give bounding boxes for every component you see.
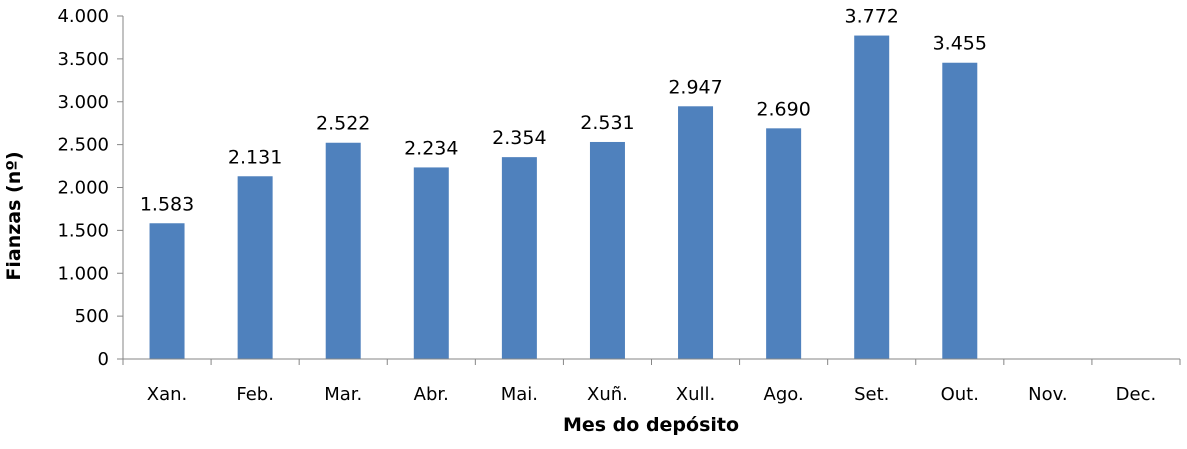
data-label-3: 2.234 xyxy=(404,137,458,159)
y-tick-label-6: 3.000 xyxy=(57,92,109,113)
x-tick-label-3: Abr. xyxy=(414,384,449,405)
y-axis-title: Fianzas (nº) xyxy=(3,151,25,280)
x-tick-label-7: Ago. xyxy=(764,384,804,405)
y-tick-label-2: 1.000 xyxy=(57,263,109,284)
data-label-5: 2.531 xyxy=(580,112,634,134)
data-label-7: 2.690 xyxy=(756,98,810,120)
x-tick-label-4: Mai. xyxy=(501,384,538,405)
x-tick-label-9: Out. xyxy=(941,384,979,405)
x-tick-label-2: Mar. xyxy=(324,384,362,405)
data-label-2: 2.522 xyxy=(316,113,370,135)
x-tick-label-8: Set. xyxy=(854,384,889,405)
bar-1 xyxy=(237,176,273,359)
x-tick-label-10: Nov. xyxy=(1028,384,1067,405)
bar-6 xyxy=(678,106,714,359)
x-tick-label-5: Xuñ. xyxy=(587,384,628,405)
bar-5 xyxy=(589,141,625,359)
axes-layer xyxy=(117,15,1181,365)
data-label-1: 2.131 xyxy=(228,146,282,168)
bar-2 xyxy=(325,142,361,359)
data-label-6: 2.947 xyxy=(668,76,722,98)
y-tick-label-0: 0 xyxy=(98,349,109,370)
bar-8 xyxy=(854,35,890,360)
x-tick-label-1: Feb. xyxy=(236,384,274,405)
bar-9 xyxy=(942,62,978,359)
bar-3 xyxy=(413,167,449,359)
bar-7 xyxy=(766,128,802,359)
x-tick-label-0: Xan. xyxy=(147,384,188,405)
y-tick-label-1: 500 xyxy=(75,306,109,327)
y-tick-label-7: 3.500 xyxy=(57,49,109,70)
labels-layer: 1.583 2.131 2.522 2.234 2.354 2.531 2.947 2.690… xyxy=(57,6,1156,405)
bars-layer xyxy=(149,35,978,360)
y-tick-label-4: 2.000 xyxy=(57,178,109,199)
data-label-9: 3.455 xyxy=(933,33,987,55)
data-label-4: 2.354 xyxy=(492,127,546,149)
y-tick-label-3: 1.500 xyxy=(57,220,109,241)
x-tick-label-6: Xull. xyxy=(676,384,715,405)
bar-4 xyxy=(501,157,537,359)
data-label-0: 1.583 xyxy=(140,193,194,215)
x-tick-label-11: Dec. xyxy=(1116,384,1157,405)
y-tick-label-8: 4.000 xyxy=(57,6,109,27)
y-tick-label-5: 2.500 xyxy=(57,135,109,156)
x-axis-title: Mes do depósito xyxy=(563,414,739,436)
data-label-8: 3.772 xyxy=(845,6,899,28)
bar-0 xyxy=(149,223,185,359)
